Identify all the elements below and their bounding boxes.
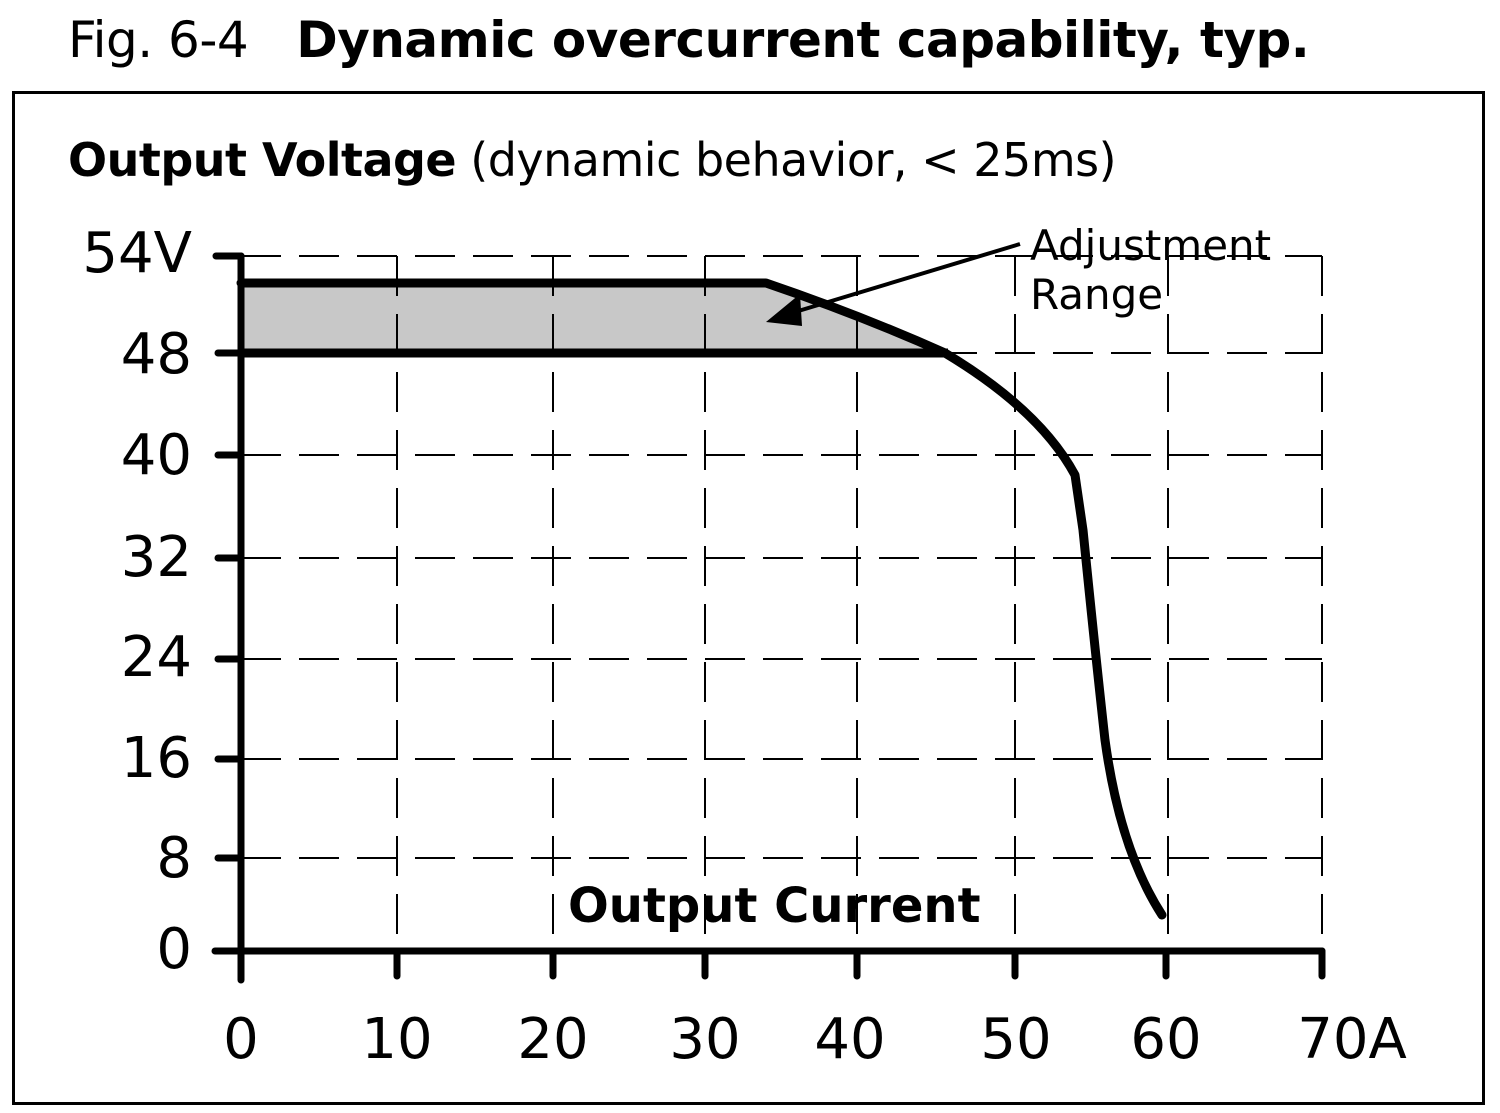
axes	[211, 252, 1326, 984]
x-tick-labels: 0 10 20 30 40 50 60 70A	[223, 1007, 1407, 1072]
x-tick-0: 0	[223, 1007, 259, 1072]
annotation-line-1: Adjustment	[1030, 221, 1271, 270]
figure-number: Fig. 6-4	[68, 11, 249, 69]
x-tick-30: 30	[669, 1007, 740, 1072]
x-tick-60: 60	[1130, 1007, 1201, 1072]
y-axis-title: Output Voltage (dynamic behavior, < 25ms…	[68, 130, 1117, 190]
y-tick-labels: 54V 48 40 32 24 16 8 0	[82, 221, 192, 982]
annotation-arrow	[766, 242, 1021, 326]
y-tick-40: 40	[121, 423, 192, 488]
upper-limit-curve	[236, 278, 1167, 920]
y-tick-8: 8	[156, 826, 192, 891]
x-tick-10: 10	[361, 1007, 432, 1072]
y-tick-48: 48	[121, 322, 192, 387]
x-axis-title: Output Current	[568, 878, 981, 934]
y-tick-32: 32	[121, 525, 192, 590]
y-tick-24: 24	[121, 625, 192, 690]
y-tick-0: 0	[156, 917, 192, 982]
annotation-line-2: Range	[1030, 270, 1163, 319]
x-tick-50: 50	[980, 1007, 1051, 1072]
x-tick-20: 20	[517, 1007, 588, 1072]
y-axis-title-note: (dynamic behavior, < 25ms)	[470, 133, 1117, 187]
figure-name: Dynamic overcurrent capability, typ.	[296, 11, 1310, 69]
grid	[241, 255, 1323, 951]
y-axis-title-main: Output Voltage	[68, 133, 457, 187]
adjustment-range-area	[241, 283, 945, 353]
x-tick-70: 70A	[1297, 1007, 1407, 1072]
chart-frame	[12, 91, 1485, 1105]
x-tick-40: 40	[814, 1007, 885, 1072]
figure-title: Fig. 6-4 Dynamic overcurrent capability, …	[68, 10, 1310, 70]
y-tick-16: 16	[121, 726, 192, 791]
y-tick-54: 54V	[82, 221, 192, 286]
